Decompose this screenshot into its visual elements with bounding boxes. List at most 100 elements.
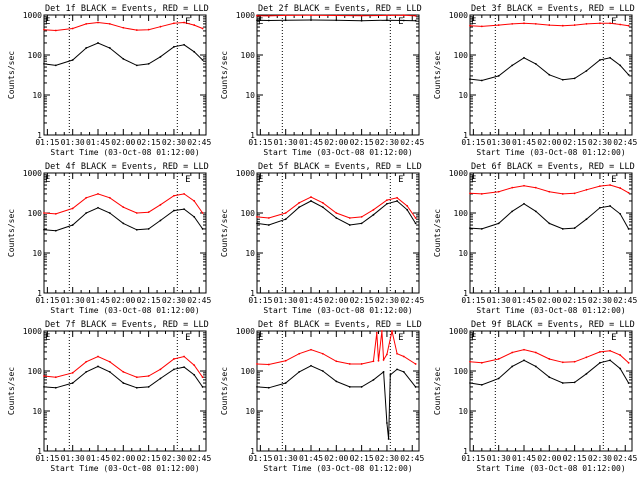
lld-data-point bbox=[511, 22, 514, 25]
lld-data-point bbox=[193, 364, 196, 367]
y-tick-label: 1 bbox=[37, 131, 42, 140]
lld-data-point bbox=[183, 193, 185, 195]
x-tick-label: 02:45 bbox=[187, 454, 211, 463]
x-tick-label: 02:00 bbox=[111, 138, 135, 147]
y-tick-label: 100 bbox=[454, 209, 469, 218]
y-axis-label: Counts/sec bbox=[433, 51, 442, 99]
events-data-point bbox=[135, 228, 138, 231]
x-axis-label: Start Time (03-Oct-08 01:12:00) bbox=[263, 306, 412, 315]
y-tick-label: 1000 bbox=[236, 11, 255, 20]
x-tick-label: 02:00 bbox=[324, 454, 348, 463]
lld-data-point bbox=[561, 193, 564, 195]
events-data-point bbox=[321, 370, 324, 372]
lld-data-point bbox=[402, 355, 405, 358]
events-data-point bbox=[523, 359, 525, 362]
events-data-point bbox=[561, 78, 564, 81]
lld-data-point bbox=[360, 363, 363, 365]
events-data-point bbox=[627, 228, 630, 230]
events-data-point bbox=[573, 77, 576, 80]
events-data-point bbox=[599, 206, 601, 209]
x-tick-label: 01:15 bbox=[461, 138, 485, 147]
lld-data-point bbox=[97, 355, 99, 358]
lld-data-point bbox=[321, 352, 324, 355]
lld-data-point bbox=[122, 370, 125, 373]
events-data-point bbox=[122, 382, 125, 384]
lld-data-point bbox=[43, 28, 45, 31]
lld-data-point bbox=[54, 376, 57, 379]
lld-data-point bbox=[386, 353, 388, 356]
events-data-point bbox=[548, 73, 551, 76]
x-axis-label: Start Time (03-Oct-08 01:12:00) bbox=[50, 306, 199, 315]
lld-data-point bbox=[256, 14, 258, 17]
lld-data-point bbox=[402, 14, 405, 17]
chart-panel-1: Det 1f BLACK = Events, RED = LLD 1 10 100 10… bbox=[7, 4, 211, 157]
events-data-point bbox=[71, 224, 74, 226]
events-series-line bbox=[469, 57, 629, 82]
lld-data-point bbox=[97, 193, 99, 195]
lld-data-point bbox=[71, 207, 74, 210]
x-tick-label: 02:45 bbox=[613, 138, 637, 147]
x-tick-label: 02:00 bbox=[111, 296, 135, 305]
events-data-point bbox=[201, 59, 204, 61]
y-tick-label: 1000 bbox=[449, 11, 468, 20]
events-data-point bbox=[389, 373, 392, 376]
x-tick-label: 02:45 bbox=[187, 296, 211, 305]
lld-data-point bbox=[71, 371, 74, 374]
lld-data-point bbox=[480, 25, 483, 28]
y-tick-label: 100 bbox=[28, 367, 43, 376]
events-data-point bbox=[85, 47, 88, 49]
lld-data-point bbox=[609, 349, 611, 352]
events-data-point bbox=[335, 19, 338, 22]
y-tick-label: 10 bbox=[245, 249, 255, 258]
lld-data-point bbox=[147, 211, 150, 214]
events-data-point bbox=[469, 227, 471, 229]
events-data-point bbox=[627, 382, 630, 384]
events-data-point bbox=[183, 366, 185, 369]
x-tick-label: 01:15 bbox=[35, 296, 59, 305]
lld-data-point bbox=[585, 356, 588, 359]
lld-data-point bbox=[548, 24, 551, 26]
events-data-point bbox=[321, 206, 324, 209]
lld-series-line bbox=[256, 196, 417, 219]
y-axis-label: Counts/sec bbox=[7, 209, 16, 257]
events-series-line bbox=[256, 200, 417, 226]
lld-data-point bbox=[396, 352, 398, 355]
events-data-point bbox=[372, 213, 375, 216]
lld-data-point bbox=[480, 361, 483, 364]
x-axis-label: Start Time (03-Oct-08 01:12:00) bbox=[50, 148, 199, 157]
lld-data-point bbox=[619, 187, 622, 189]
events-data-point bbox=[173, 368, 175, 371]
x-tick-label: 01:45 bbox=[299, 454, 323, 463]
events-data-point bbox=[396, 368, 398, 371]
x-tick-label: 02:30 bbox=[162, 454, 186, 463]
events-series-line bbox=[43, 365, 204, 389]
events-data-point bbox=[348, 386, 351, 388]
events-data-point bbox=[193, 373, 196, 376]
events-data-point bbox=[43, 62, 45, 65]
y-axis-label: Counts/sec bbox=[433, 209, 442, 257]
lld-data-point bbox=[298, 352, 301, 355]
lld-data-point bbox=[511, 351, 514, 354]
events-data-point bbox=[480, 383, 483, 386]
y-tick-label: 1000 bbox=[449, 327, 468, 336]
lld-series-line bbox=[469, 22, 629, 27]
lld-data-point bbox=[377, 359, 380, 362]
y-tick-label: 1 bbox=[250, 289, 255, 298]
lld-data-point bbox=[414, 217, 417, 219]
chart-panel-9: Det 9f BLACK = Events, RED = LLD 1 10 100 10… bbox=[433, 320, 637, 473]
events-data-point bbox=[523, 202, 525, 205]
plot-frame bbox=[43, 14, 207, 136]
chart-title: Det 6f BLACK = Events, RED = LLD bbox=[471, 162, 635, 172]
events-data-point bbox=[534, 62, 537, 65]
events-data-point bbox=[97, 42, 99, 44]
lld-data-point bbox=[159, 368, 162, 371]
events-data-point bbox=[284, 382, 287, 384]
y-tick-label: 10 bbox=[32, 91, 42, 100]
events-data-point bbox=[335, 217, 338, 219]
x-tick-label: 02:15 bbox=[350, 138, 374, 147]
x-tick-label: 02:15 bbox=[350, 454, 374, 463]
chart-panel-5: Det 5f BLACK = Events, RED = LLD 1 10 100 10… bbox=[220, 162, 424, 315]
lld-series-line bbox=[43, 355, 204, 378]
events-data-point bbox=[414, 386, 417, 388]
events-data-point bbox=[480, 228, 483, 230]
